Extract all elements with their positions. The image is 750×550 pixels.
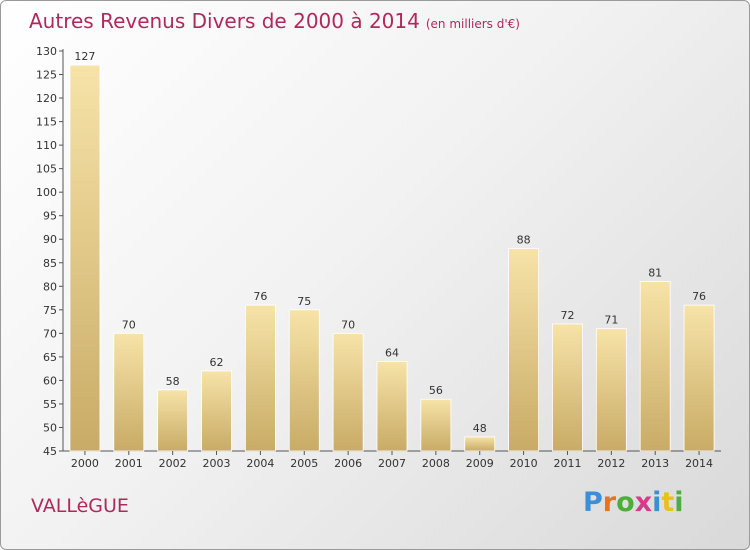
bar (683, 304, 715, 452)
y-tick-label: 55 (43, 398, 57, 411)
x-tick-label: 2000 (71, 457, 99, 470)
x-tick-label: 2003 (203, 457, 231, 470)
bar-value-label: 56 (429, 384, 443, 397)
x-tick-label: 2008 (422, 457, 450, 470)
proxiti-logo: Proxiti (583, 487, 684, 518)
y-tick-label: 45 (43, 445, 57, 458)
y-tick-label: 100 (36, 186, 57, 199)
bar-value-label: 70 (122, 318, 136, 331)
bar-value-label: 75 (297, 295, 311, 308)
bar-value-label: 76 (692, 290, 706, 303)
bar (508, 248, 540, 452)
y-tick-label: 60 (43, 374, 57, 387)
x-tick-label: 2001 (115, 457, 143, 470)
logo-letter: P (583, 487, 603, 518)
x-tick-label: 2014 (685, 457, 713, 470)
logo-letter: t (661, 487, 675, 518)
chart-unit: (en milliers d'€) (425, 17, 520, 31)
x-tick-label: 2004 (246, 457, 274, 470)
bar (595, 328, 627, 452)
y-tick-label: 65 (43, 351, 57, 364)
bar-value-label: 81 (648, 267, 662, 280)
chart-title: Autres Revenus Divers de 2000 à 2014 (en … (29, 9, 520, 33)
bar (376, 361, 408, 452)
bar (113, 332, 145, 452)
bar-value-label: 71 (604, 314, 618, 327)
bar (639, 281, 671, 452)
bar (464, 436, 496, 452)
bar (244, 304, 276, 452)
logo-letter: i (674, 487, 684, 518)
bar-value-label: 88 (517, 234, 531, 247)
bar (332, 332, 364, 452)
y-tick-label: 75 (43, 304, 57, 317)
logo-letter: x (634, 487, 653, 518)
logo-letter: r (602, 487, 617, 518)
bar-value-label: 64 (385, 347, 399, 360)
x-tick-label: 2002 (159, 457, 187, 470)
bar-value-label: 62 (210, 356, 224, 369)
y-tick-label: 80 (43, 280, 57, 293)
bar (552, 323, 583, 452)
logo-letter: i (652, 487, 662, 518)
x-tick-label: 2011 (553, 457, 581, 470)
chart-title-text: Autres Revenus Divers de 2000 à 2014 (29, 9, 420, 33)
y-tick-label: 95 (43, 210, 57, 223)
x-tick-label: 2012 (597, 457, 625, 470)
y-tick-label: 110 (36, 139, 57, 152)
y-tick-label: 130 (36, 45, 57, 58)
logo-letter: o (616, 487, 635, 518)
bar (157, 389, 189, 452)
bar-value-label: 58 (166, 375, 180, 388)
bar-value-label: 70 (341, 318, 355, 331)
y-tick-label: 70 (43, 327, 57, 340)
x-tick-label: 2005 (290, 457, 318, 470)
x-tick-label: 2010 (510, 457, 538, 470)
bar-value-label: 127 (74, 50, 95, 63)
bar (201, 370, 232, 452)
y-tick-label: 90 (43, 233, 57, 246)
y-tick-label: 50 (43, 421, 57, 434)
bar (420, 398, 452, 452)
x-tick-label: 2007 (378, 457, 406, 470)
x-tick-label: 2013 (641, 457, 669, 470)
y-tick-label: 120 (36, 92, 57, 105)
bar-value-label: 48 (473, 422, 487, 435)
x-tick-label: 2006 (334, 457, 362, 470)
y-tick-label: 125 (36, 69, 57, 82)
y-tick-label: 115 (36, 116, 57, 129)
x-tick-label: 2009 (466, 457, 494, 470)
bar-value-label: 76 (253, 290, 267, 303)
y-tick-label: 105 (36, 163, 57, 176)
commune-name: VALLèGUE (31, 495, 129, 517)
y-tick-label: 85 (43, 257, 57, 270)
bar (69, 64, 101, 452)
bar-value-label: 72 (560, 309, 574, 322)
bar (288, 309, 320, 452)
